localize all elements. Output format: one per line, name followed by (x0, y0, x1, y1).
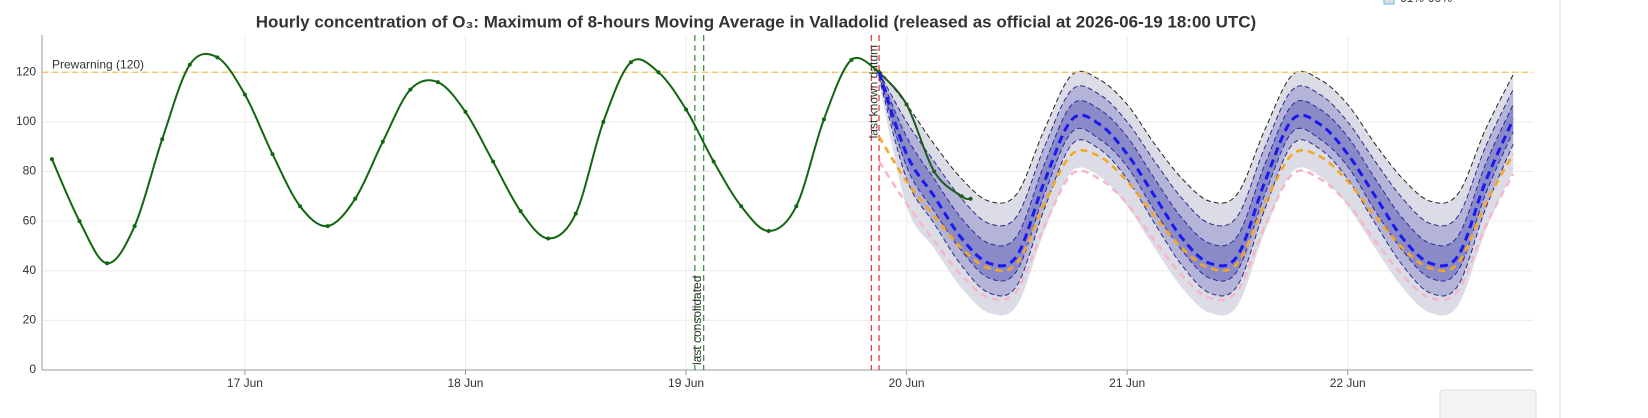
data-point (849, 57, 854, 62)
reference-label: Prewarning (120) (52, 57, 144, 71)
legend-label: 61%-99% (1400, 0, 1452, 5)
x-tick-label: 20 Jun (889, 376, 925, 390)
data-point (546, 236, 551, 241)
data-point (711, 159, 716, 164)
data-point (821, 117, 826, 122)
data-point (408, 87, 413, 92)
data-point (518, 209, 523, 214)
data-point (132, 224, 137, 229)
data-point (684, 107, 689, 112)
data-point (380, 139, 385, 144)
data-point (187, 62, 192, 67)
data-point (298, 204, 303, 209)
forecast-band (879, 72, 1514, 282)
chart-title: Hourly concentration of O₃: Maximum of 8… (256, 12, 1256, 31)
marker-label: last consolidated (690, 276, 704, 365)
data-point (325, 224, 330, 229)
data-point (628, 60, 633, 65)
x-tick-label: 19 Jun (668, 376, 704, 390)
data-point (77, 219, 82, 224)
series-line (877, 136, 1515, 272)
data-point (491, 159, 496, 164)
data-point (463, 109, 468, 114)
y-tick-label: 0 (29, 362, 36, 376)
data-point (353, 196, 358, 201)
x-tick-label: 21 Jun (1109, 376, 1145, 390)
data-point (904, 102, 909, 107)
data-point (656, 70, 661, 75)
data-point (215, 55, 220, 60)
legend-swatch (1383, 0, 1395, 5)
data-point (959, 194, 964, 199)
band-edge (878, 74, 1514, 282)
data-point (739, 204, 744, 209)
x-tick-label: 18 Jun (447, 376, 483, 390)
data-point (932, 169, 937, 174)
data-point (49, 157, 54, 162)
y-tick-label: 60 (23, 213, 37, 227)
y-tick-label: 20 (23, 313, 37, 327)
data-point (794, 204, 799, 209)
data-point (242, 92, 247, 97)
x-tick-label: 17 Jun (227, 376, 263, 390)
data-point (601, 119, 606, 124)
data-point (573, 211, 578, 216)
y-tick-label: 100 (16, 114, 36, 128)
y-tick-label: 40 (23, 263, 37, 277)
data-point (160, 137, 165, 142)
panel-button[interactable] (1439, 389, 1537, 418)
series-line (877, 160, 1515, 302)
data-point (766, 229, 771, 234)
band-edge (878, 71, 1514, 227)
y-tick-label: 80 (23, 164, 37, 178)
data-point (968, 196, 973, 201)
x-tick-label: 22 Jun (1330, 376, 1366, 390)
band-edge (878, 77, 1514, 297)
y-tick-label: 120 (16, 64, 36, 78)
band-edge (878, 72, 1514, 247)
marker-label: last known datum (866, 45, 880, 138)
band-edge (878, 69, 1514, 204)
data-point (105, 261, 110, 266)
data-point (435, 80, 440, 85)
data-point (270, 152, 275, 157)
